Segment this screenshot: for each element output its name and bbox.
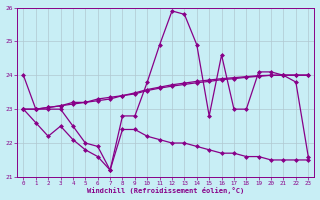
X-axis label: Windchill (Refroidissement éolien,°C): Windchill (Refroidissement éolien,°C)	[87, 187, 244, 194]
